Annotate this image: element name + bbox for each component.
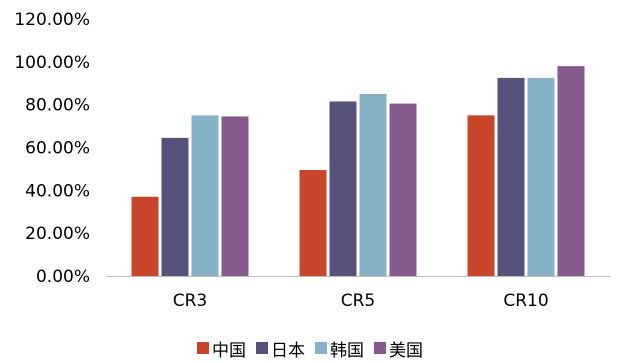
x-tick-label: CR3 bbox=[173, 291, 208, 311]
bar-CR10-中国 bbox=[467, 115, 495, 276]
bar-CR10-日本 bbox=[497, 77, 525, 276]
legend-item: 韩国 bbox=[315, 336, 364, 361]
bar-CR5-韩国 bbox=[359, 93, 387, 276]
y-tick-label: 100.00% bbox=[14, 53, 90, 73]
legend-item: 日本 bbox=[256, 336, 305, 361]
bar-CR3-中国 bbox=[131, 196, 159, 276]
legend-swatch bbox=[315, 342, 327, 354]
legend-item: 美国 bbox=[374, 336, 423, 361]
legend-swatch bbox=[197, 342, 209, 354]
y-tick-label: 0.00% bbox=[36, 267, 90, 287]
y-tick-label: 60.00% bbox=[25, 139, 90, 159]
y-tick-label: 40.00% bbox=[25, 181, 90, 201]
legend-swatch bbox=[256, 342, 268, 354]
bar-CR3-韩国 bbox=[191, 115, 219, 276]
bar-CR10-韩国 bbox=[527, 77, 555, 276]
legend-label: 中国 bbox=[212, 340, 246, 361]
x-axis: CR3 CR5 CR10 bbox=[106, 276, 610, 311]
legend: 中国 日本 韩国 美国 bbox=[0, 336, 620, 361]
bar-CR3-日本 bbox=[161, 137, 189, 276]
x-tick-label: CR5 bbox=[341, 291, 376, 311]
legend-label: 日本 bbox=[271, 340, 305, 361]
y-axis: 0.00% 20.00% 40.00% 60.00% 80.00% 100.00% 120.… bbox=[14, 10, 90, 287]
legend-item: 中国 bbox=[197, 336, 246, 361]
bar-CR5-中国 bbox=[299, 169, 327, 276]
y-tick-label: 80.00% bbox=[25, 96, 90, 116]
legend-label: 美国 bbox=[389, 340, 423, 361]
bar-CR5-日本 bbox=[329, 101, 357, 277]
legend-label: 韩国 bbox=[330, 340, 364, 361]
bar-CR5-美国 bbox=[389, 103, 417, 277]
x-tick-label: CR10 bbox=[503, 291, 548, 311]
bar-CR3-美国 bbox=[221, 116, 249, 276]
bars bbox=[131, 66, 585, 277]
y-tick-label: 20.00% bbox=[25, 224, 90, 244]
y-tick-label: 120.00% bbox=[14, 10, 90, 30]
legend-swatch bbox=[374, 342, 386, 354]
bar-CR10-美国 bbox=[557, 66, 585, 276]
